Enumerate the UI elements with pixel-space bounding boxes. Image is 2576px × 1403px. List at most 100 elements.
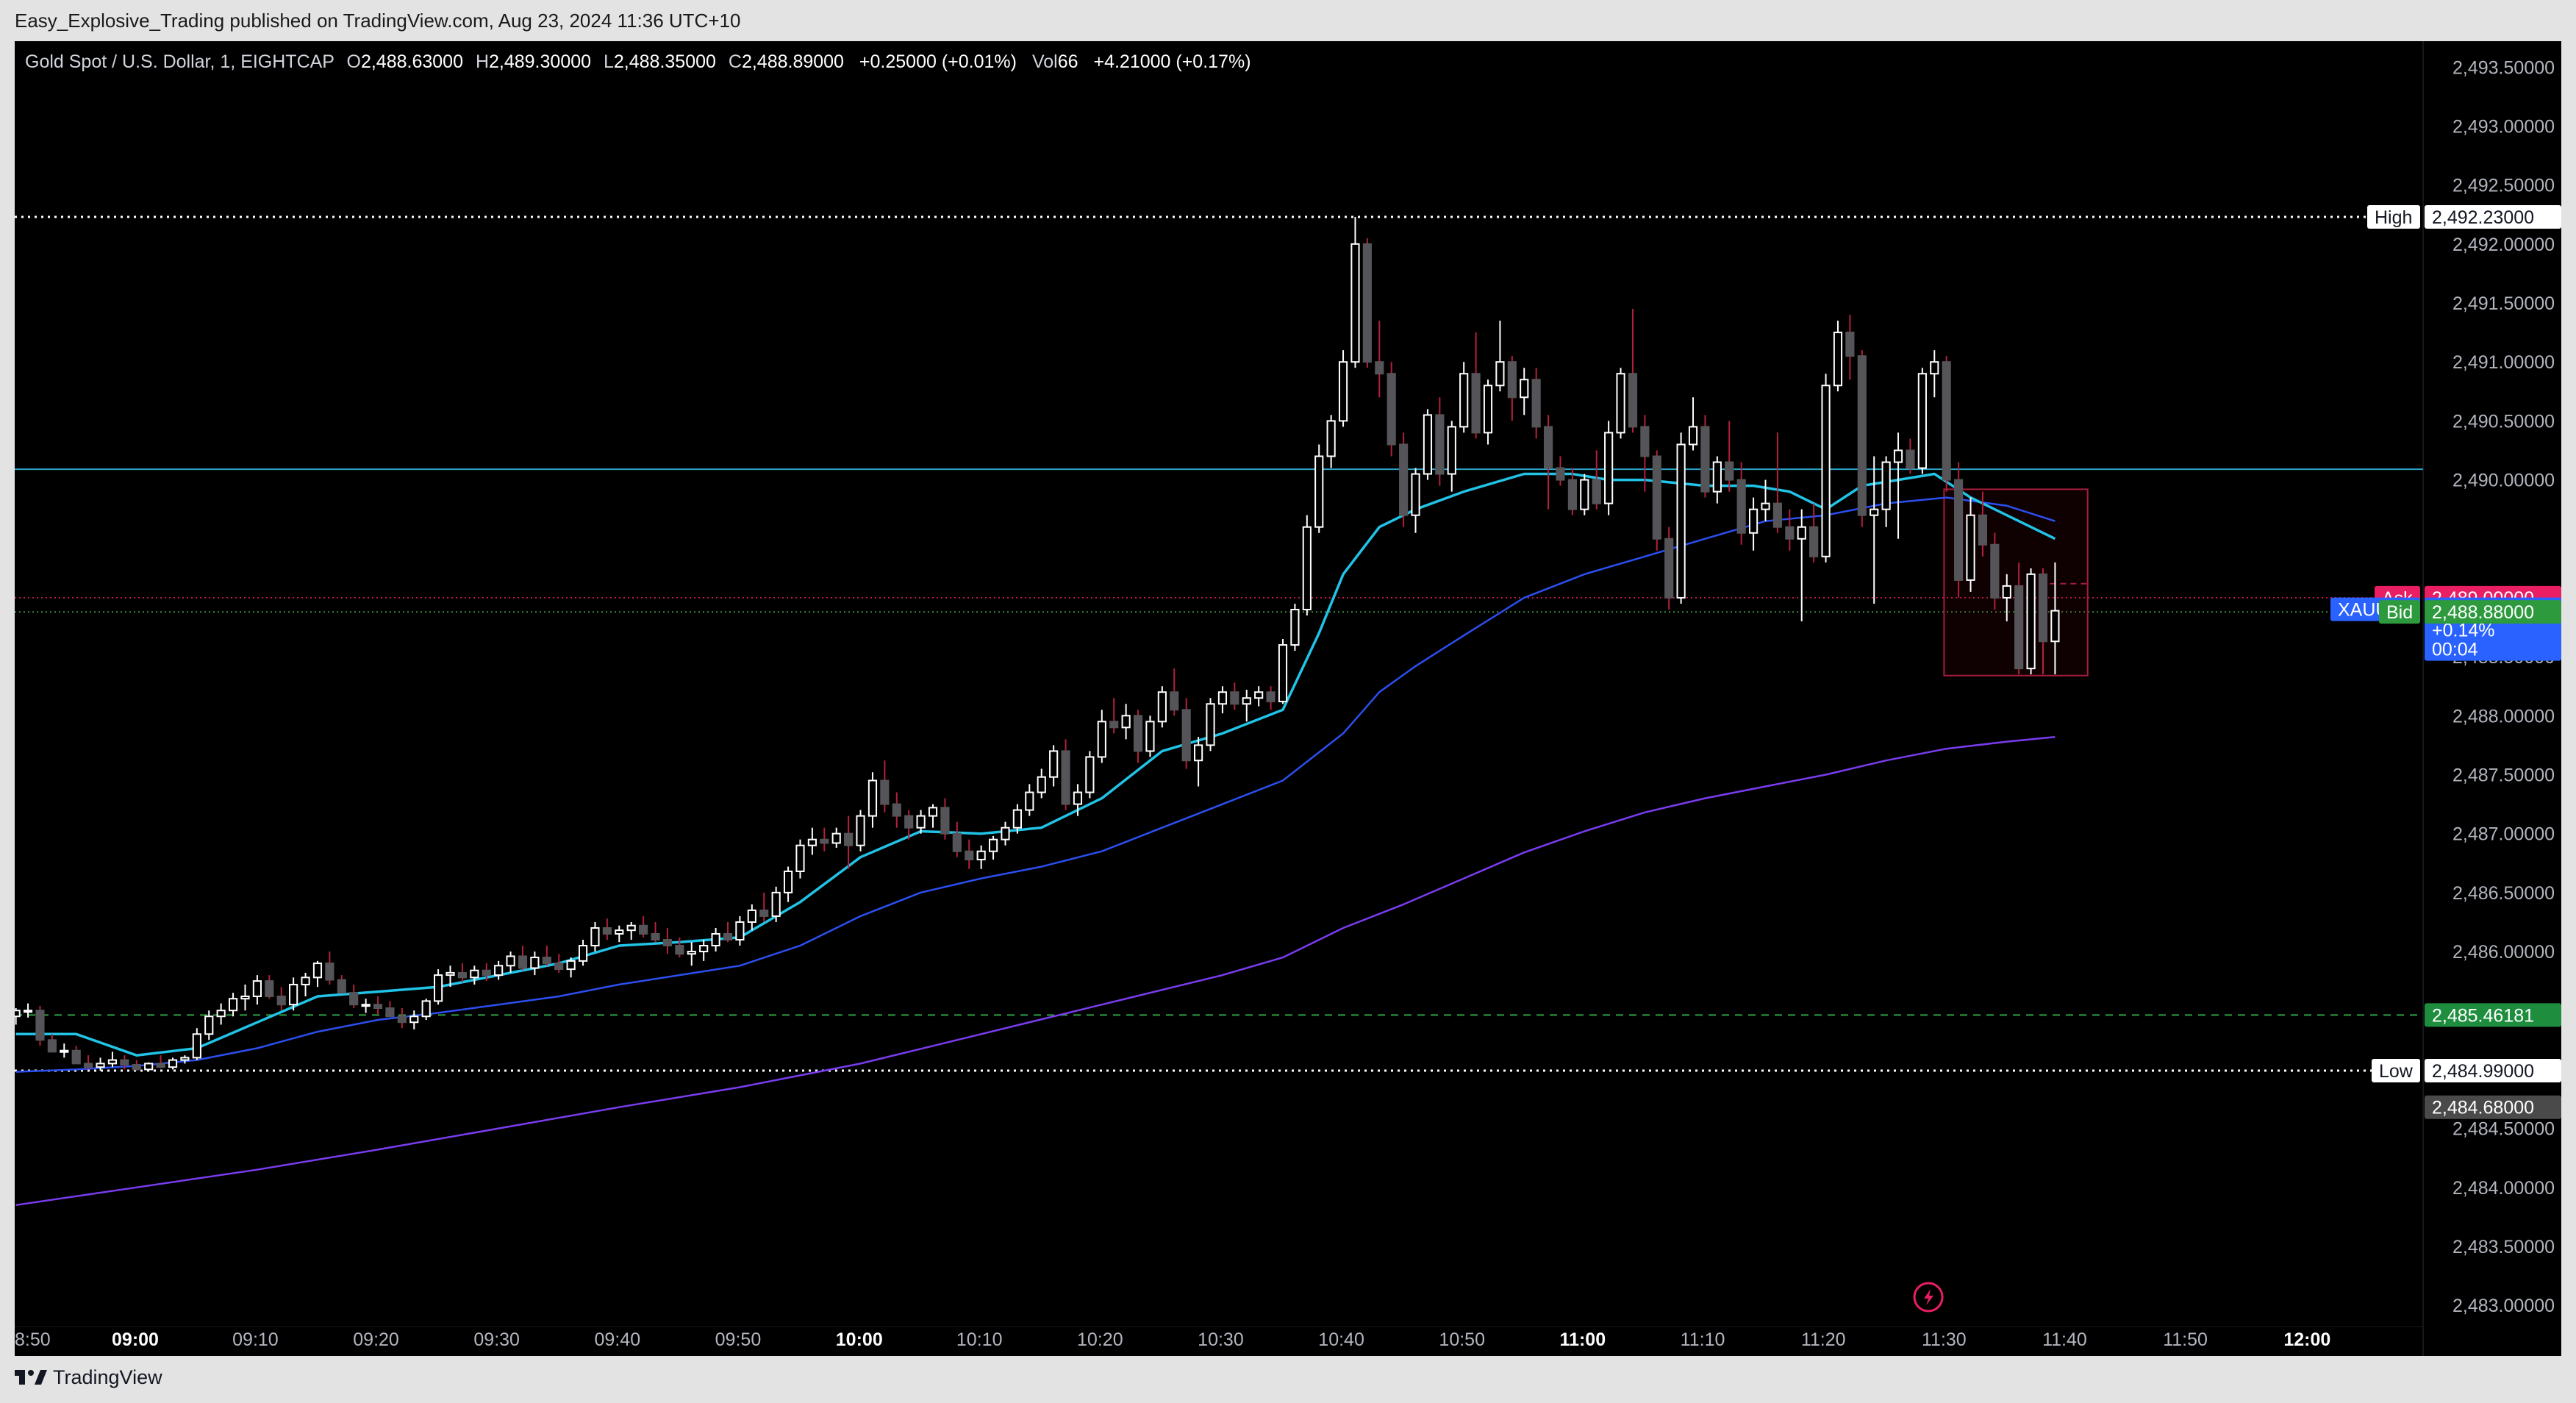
candle-body xyxy=(1061,750,1070,805)
candle-body xyxy=(1881,461,1891,510)
candle-body xyxy=(1821,385,1831,557)
candle-body xyxy=(1676,443,1686,599)
candle-body xyxy=(1531,379,1541,428)
chart-area[interactable]: 2,493.50000 2,493.00000 2,492.50000 2,492.0… xyxy=(15,41,2561,1356)
candle-body xyxy=(1471,373,1481,434)
candle-body xyxy=(1387,373,1396,446)
price-tick-label: 2,493.50000 xyxy=(2452,57,2555,78)
candle-body xyxy=(844,832,854,846)
candle-body xyxy=(470,969,479,979)
candle-body xyxy=(976,850,986,860)
time-tick-label: 09:20 xyxy=(353,1329,399,1350)
time-tick-label: 12:00 xyxy=(2283,1329,2330,1350)
candle-body xyxy=(2002,585,2011,599)
time-tick-label: 11:40 xyxy=(2042,1329,2087,1350)
candle-body xyxy=(252,980,262,997)
low-value: 2,488.35000 xyxy=(613,51,716,72)
candle-body xyxy=(952,832,962,852)
candle-body xyxy=(1133,715,1143,752)
candle-body xyxy=(1507,361,1517,399)
candle-body xyxy=(1772,502,1783,528)
candle-body xyxy=(518,955,528,969)
ema-slow-line xyxy=(15,735,2056,1207)
candle-body xyxy=(651,932,660,940)
candle-body xyxy=(1725,461,1734,481)
bar-countdown-text: 00:04 xyxy=(2432,640,2478,660)
price-tick-label: 2,483.00000 xyxy=(2452,1296,2555,1316)
candle-body xyxy=(457,971,468,979)
candle-body xyxy=(1688,426,1698,446)
price-tick-label: 2,488.00000 xyxy=(2452,706,2555,727)
candle-body xyxy=(1652,455,1661,540)
candle-body xyxy=(880,779,890,805)
candle-body xyxy=(446,971,455,977)
candle-body xyxy=(1170,691,1179,711)
price-tick-label: 2,490.00000 xyxy=(2452,471,2555,491)
price-tick-label: 2,483.50000 xyxy=(2452,1237,2555,1257)
candle-body xyxy=(1495,361,1505,387)
candle-body xyxy=(107,1059,118,1065)
candle-body xyxy=(301,977,310,985)
candle-body xyxy=(325,963,334,981)
candle-body xyxy=(1556,467,1565,481)
instrument-name[interactable]: Gold Spot / U.S. Dollar, 1, EIGHTCAP xyxy=(25,51,334,72)
candle-body xyxy=(615,929,624,935)
candle-body xyxy=(795,844,805,872)
candle-body xyxy=(542,957,551,965)
volume-change: +4.21000 (+0.17%) xyxy=(1093,51,1251,72)
time-tick-label: 11:00 xyxy=(1560,1329,1606,1350)
candle-body xyxy=(1604,432,1614,504)
candle-body xyxy=(1930,361,1939,375)
bid-tag xyxy=(2379,600,2420,624)
candle-body xyxy=(711,932,720,947)
candle-body xyxy=(626,924,636,932)
candle-body xyxy=(1001,827,1010,840)
lightning-icon-ring xyxy=(1913,1282,1944,1313)
candle-body xyxy=(434,974,443,1002)
candle-body xyxy=(602,927,612,935)
gray-price-label-box xyxy=(2425,1095,2561,1119)
candle-body xyxy=(1338,361,1348,422)
candle-body xyxy=(1194,744,1203,762)
candle-body xyxy=(1906,449,1915,469)
candle-body xyxy=(1700,426,1710,493)
time-tick-label: 11:50 xyxy=(2163,1329,2208,1350)
candle-body xyxy=(1362,243,1372,363)
candle-body xyxy=(1423,414,1433,475)
candle-body xyxy=(289,983,298,1006)
high-price-label-text: 2,492.23000 xyxy=(2432,207,2534,228)
candle-body xyxy=(566,960,576,971)
candle-body xyxy=(192,1033,201,1059)
candle-body xyxy=(1302,526,1312,610)
candle-body xyxy=(204,1015,214,1035)
candle-body xyxy=(1809,526,1819,557)
tradingview-brand[interactable]: TradingView xyxy=(15,1359,162,1396)
price-change: +0.25000 (+0.01%) xyxy=(859,51,1017,72)
candle-body xyxy=(1121,715,1131,729)
candle-body xyxy=(831,832,841,844)
high-price-label-box xyxy=(2425,204,2561,229)
candle-body xyxy=(1966,514,1975,581)
candle-body xyxy=(783,870,793,893)
price-tick-label: 2,492.00000 xyxy=(2452,235,2555,255)
candle-body xyxy=(1543,426,1553,469)
candle-body xyxy=(84,1063,93,1068)
candle-body xyxy=(1290,608,1300,646)
candle-body xyxy=(1893,449,1903,463)
candle-body xyxy=(1664,538,1674,599)
price-tick-label: 2,486.00000 xyxy=(2452,942,2555,963)
candle-body xyxy=(1990,543,2000,599)
bid-price-label-box xyxy=(2425,600,2561,624)
candlestick-chart[interactable]: 2,493.50000 2,493.00000 2,492.50000 2,492.0… xyxy=(15,41,2561,1356)
candle-body xyxy=(1181,709,1191,762)
candle-body xyxy=(60,1049,69,1053)
candle-body xyxy=(216,1010,226,1018)
time-tick-label: 09:00 xyxy=(112,1329,159,1350)
low-price-label-text: 2,484.99000 xyxy=(2432,1061,2534,1082)
candle-body xyxy=(1157,691,1167,723)
candle-body xyxy=(1254,691,1264,699)
ema-fast-line xyxy=(15,472,2056,1057)
candle-body xyxy=(385,1007,395,1018)
candle-body xyxy=(1640,426,1650,457)
candle-body xyxy=(168,1059,178,1068)
